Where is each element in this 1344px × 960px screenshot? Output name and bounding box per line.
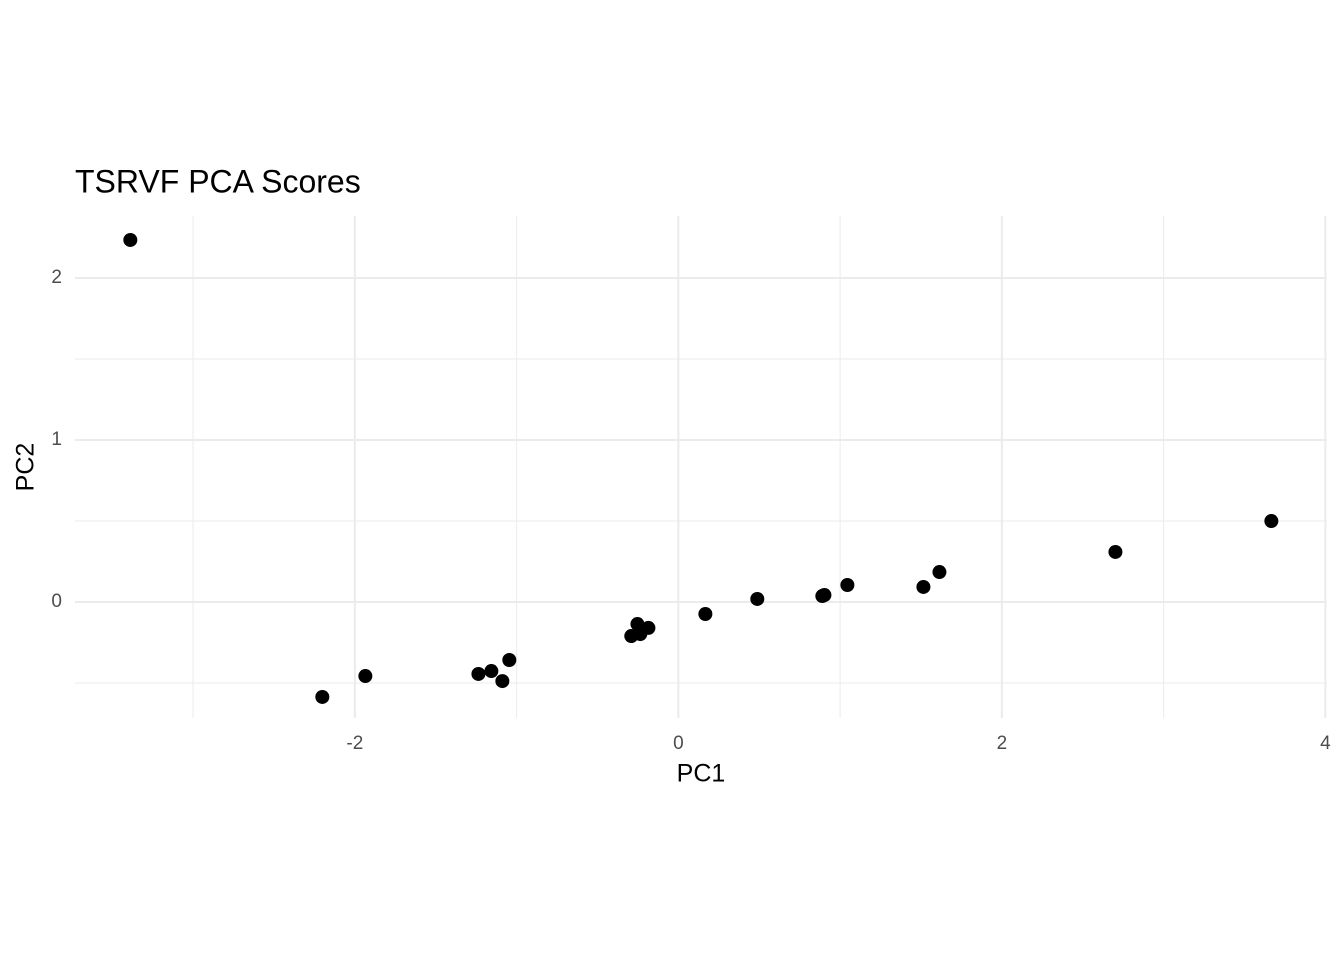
point bbox=[1264, 514, 1279, 529]
point bbox=[698, 607, 713, 622]
point bbox=[471, 666, 486, 681]
point bbox=[1108, 544, 1123, 559]
x-axis-title: PC1 bbox=[677, 760, 726, 788]
y-tick-label: 2 bbox=[51, 267, 62, 288]
chart-title: TSRVF PCA Scores bbox=[75, 163, 361, 199]
point bbox=[932, 565, 947, 580]
point bbox=[840, 578, 855, 593]
x-tick-label: 4 bbox=[1320, 733, 1331, 754]
point bbox=[484, 664, 499, 679]
point bbox=[123, 232, 138, 247]
point bbox=[750, 591, 765, 606]
points bbox=[123, 232, 1279, 704]
point bbox=[502, 653, 517, 668]
point bbox=[315, 689, 330, 704]
point bbox=[641, 620, 656, 635]
point bbox=[358, 669, 373, 684]
point bbox=[495, 674, 510, 689]
x-tick-label: 2 bbox=[997, 733, 1008, 754]
y-axis-title: PC2 bbox=[12, 443, 40, 492]
grid bbox=[75, 216, 1327, 718]
point bbox=[817, 588, 832, 603]
point bbox=[916, 579, 931, 594]
y-tick-label: 0 bbox=[51, 591, 62, 612]
x-tick-label: -2 bbox=[346, 733, 363, 754]
y-tick-label: 1 bbox=[51, 429, 62, 450]
x-tick-label: 0 bbox=[673, 733, 684, 754]
